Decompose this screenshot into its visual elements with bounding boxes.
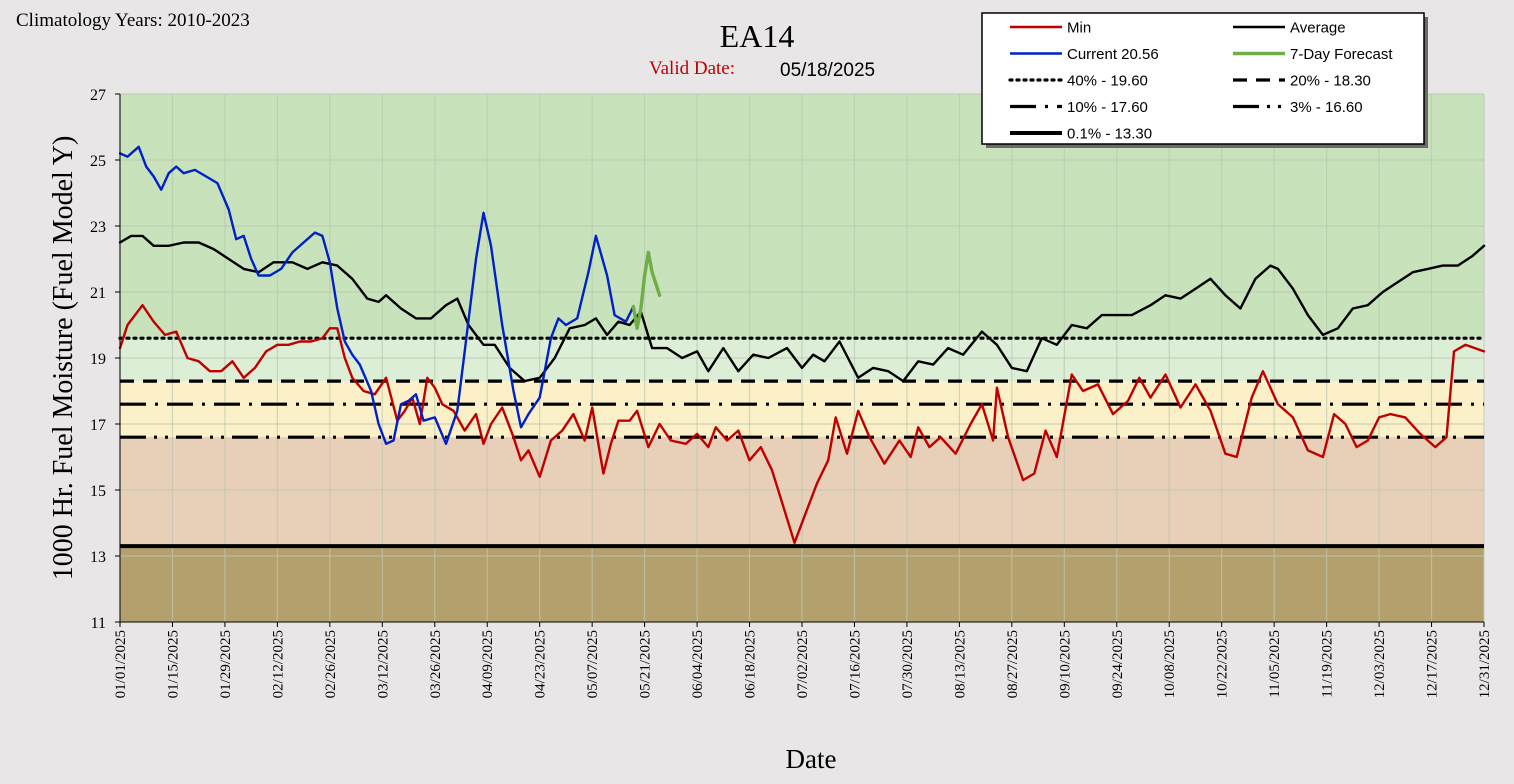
x-tick-label: 05/21/2025 — [638, 630, 654, 698]
data-series — [118, 145, 1486, 544]
x-tick-label: 07/30/2025 — [900, 630, 916, 698]
series-line — [631, 250, 662, 330]
legend-label: 40% - 19.60 — [1067, 73, 1148, 90]
y-tick-label: 27 — [90, 87, 106, 104]
y-tick-label: 19 — [90, 351, 106, 368]
legend-label: 3% - 16.60 — [1290, 99, 1363, 116]
x-tick-label: 04/09/2025 — [480, 630, 496, 698]
x-tick-label: 10/22/2025 — [1215, 630, 1231, 698]
series-line — [118, 304, 1486, 544]
x-tick-label: 07/16/2025 — [847, 630, 863, 698]
legend-label: 7-Day Forecast — [1290, 46, 1393, 63]
y-tick-label: 21 — [90, 285, 106, 302]
x-tick-label: 01/29/2025 — [218, 630, 234, 698]
y-tick-label: 13 — [90, 549, 106, 566]
legend-box — [981, 12, 1425, 145]
x-tick-label: 12/17/2025 — [1425, 630, 1441, 698]
x-tick-label: 08/27/2025 — [1005, 630, 1021, 698]
series-line — [118, 234, 1486, 383]
y-tick-label: 11 — [91, 615, 106, 632]
x-tick-label: 09/24/2025 — [1110, 630, 1126, 698]
y-axis-label: 1000 Hr. Fuel Moisture (Fuel Model Y) — [48, 136, 79, 581]
axes: 11 13 15 17 19 21 23 25 27 01/01/2025 01/15/2025 01… — [90, 87, 1493, 698]
legend-label: Current 20.56 — [1067, 46, 1159, 63]
x-tick-label: 06/18/2025 — [743, 630, 759, 698]
legend: Min Average Current 20.56 7-Day Forecast 40%… — [981, 12, 1428, 148]
x-tick-label: 06/04/2025 — [690, 630, 706, 698]
legend-label: 20% - 18.30 — [1290, 73, 1371, 90]
x-tick-label: 12/31/2025 — [1477, 630, 1493, 698]
x-tick-label: 04/23/2025 — [533, 630, 549, 698]
x-tick-label: 02/26/2025 — [323, 630, 339, 698]
climatology-years: Climatology Years: 2010-2023 — [16, 10, 250, 31]
valid-date-label: Valid Date: — [649, 58, 735, 79]
x-tick-label: 02/12/2025 — [270, 630, 286, 698]
x-tick-label: 03/12/2025 — [375, 630, 391, 698]
y-tick-label: 25 — [90, 153, 106, 170]
legend-label: 0.1% - 13.30 — [1067, 126, 1152, 143]
x-tick-label: 07/02/2025 — [795, 630, 811, 698]
legend-label: 10% - 17.60 — [1067, 99, 1148, 116]
x-tick-label: 01/01/2025 — [113, 630, 129, 698]
valid-date-value: 05/18/2025 — [780, 60, 875, 81]
legend-label: Min — [1067, 20, 1091, 37]
x-tick-label: 03/26/2025 — [428, 630, 444, 698]
threshold-lines — [118, 336, 1486, 549]
y-tick-label: 15 — [90, 483, 106, 500]
x-axis-label: Date — [786, 744, 837, 774]
x-tick-label: 11/19/2025 — [1320, 630, 1336, 698]
x-tick-label: 05/07/2025 — [585, 630, 601, 698]
x-tick-label: 08/13/2025 — [952, 630, 968, 698]
chart-title: EA14 — [720, 18, 795, 54]
y-tick-label: 23 — [90, 219, 106, 236]
x-tick-label: 01/15/2025 — [165, 630, 181, 698]
x-tick-label: 09/10/2025 — [1057, 630, 1073, 698]
x-tick-label: 12/03/2025 — [1372, 630, 1388, 698]
legend-label: Average — [1290, 20, 1346, 37]
x-tick-label: 10/08/2025 — [1162, 630, 1178, 698]
x-tick-label: 11/05/2025 — [1267, 630, 1283, 698]
series-line — [118, 145, 635, 445]
y-tick-label: 17 — [90, 417, 106, 434]
